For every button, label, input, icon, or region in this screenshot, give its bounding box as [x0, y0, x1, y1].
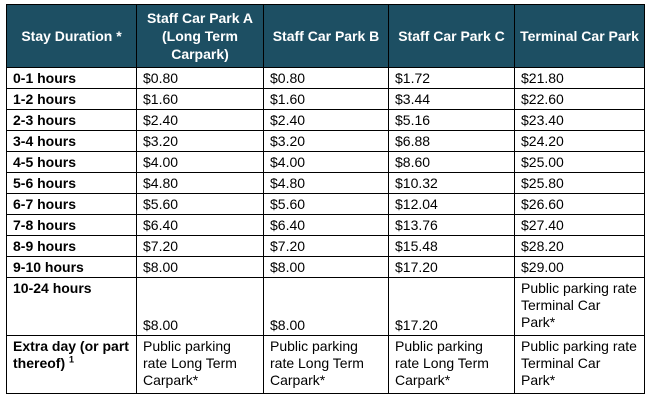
- table-row: 7-8 hours $6.40 $6.40 $13.76 $27.40: [6, 214, 645, 236]
- table-row-extra-day: Extra day (or part thereof) 1 Public par…: [6, 335, 645, 394]
- row-label: 10-24 hours: [6, 277, 137, 336]
- rate-park-c: $5.16: [388, 109, 515, 131]
- table-row: 9-10 hours $8.00 $8.00 $17.20 $29.00: [6, 256, 645, 278]
- row-label: 4-5 hours: [6, 151, 137, 173]
- rate-park-a: $6.40: [136, 214, 264, 236]
- rate-park-c: $6.88: [388, 130, 515, 152]
- rate-terminal: Public parking rate Terminal Car Park*: [514, 335, 645, 394]
- rate-park-a: $0.80: [136, 67, 264, 89]
- rate-park-a: $4.00: [136, 151, 264, 173]
- row-label: 8-9 hours: [6, 235, 137, 257]
- table-row: 5-6 hours $4.80 $4.80 $10.32 $25.80: [6, 172, 645, 194]
- table-row: 3-4 hours $3.20 $3.20 $6.88 $24.20: [6, 130, 645, 152]
- header-staff-car-park-c: Staff Car Park C: [388, 4, 515, 68]
- row-label: 2-3 hours: [6, 109, 137, 131]
- rate-park-c: $10.32: [388, 172, 515, 194]
- rate-park-c: $15.48: [388, 235, 515, 257]
- rate-park-c: $13.76: [388, 214, 515, 236]
- footnote-marker: 1: [69, 354, 75, 365]
- row-label: 9-10 hours: [6, 256, 137, 278]
- row-label: 5-6 hours: [6, 172, 137, 194]
- table-row: 8-9 hours $7.20 $7.20 $15.48 $28.20: [6, 235, 645, 257]
- table-row: 10-24 hours $8.00 $8.00 $17.20 Public pa…: [6, 277, 645, 336]
- header-staff-car-park-b: Staff Car Park B: [263, 4, 389, 68]
- table-row: 1-2 hours $1.60 $1.60 $3.44 $22.60: [6, 88, 645, 110]
- rate-park-b: $5.60: [263, 193, 389, 215]
- rate-terminal: $24.20: [514, 130, 645, 152]
- rate-park-c: $12.04: [388, 193, 515, 215]
- header-terminal-car-park: Terminal Car Park: [514, 4, 645, 68]
- rate-park-c: Public parking rate Long Term Carpark*: [388, 335, 515, 394]
- rate-park-b: Public parking rate Long Term Carpark*: [263, 335, 389, 394]
- table-row: 4-5 hours $4.00 $4.00 $8.60 $25.00: [6, 151, 645, 173]
- header-staff-car-park-a: Staff Car Park A (Long Term Carpark): [136, 4, 264, 68]
- header-stay-duration: Stay Duration *: [6, 4, 137, 68]
- rate-terminal: $22.60: [514, 88, 645, 110]
- rate-park-a: $1.60: [136, 88, 264, 110]
- row-label: 1-2 hours: [6, 88, 137, 110]
- rate-terminal: $21.80: [514, 67, 645, 89]
- extra-day-label: Extra day (or part thereof): [13, 338, 129, 371]
- rate-park-a: $5.60: [136, 193, 264, 215]
- table-row: 2-3 hours $2.40 $2.40 $5.16 $23.40: [6, 109, 645, 131]
- rate-park-b: $1.60: [263, 88, 389, 110]
- row-label: 0-1 hours: [6, 67, 137, 89]
- rate-park-c: $17.20: [388, 256, 515, 278]
- rate-park-a: $8.00: [136, 277, 264, 336]
- rate-park-b: $4.00: [263, 151, 389, 173]
- rate-terminal: $27.40: [514, 214, 645, 236]
- rate-park-b: $3.20: [263, 130, 389, 152]
- rate-park-c: $17.20: [388, 277, 515, 336]
- rate-park-c: $8.60: [388, 151, 515, 173]
- rate-terminal: $28.20: [514, 235, 645, 257]
- rate-terminal: $23.40: [514, 109, 645, 131]
- rate-park-a: $2.40: [136, 109, 264, 131]
- row-label: 3-4 hours: [6, 130, 137, 152]
- rate-park-b: $8.00: [263, 277, 389, 336]
- parking-rates-table: Stay Duration * Staff Car Park A (Long T…: [6, 4, 645, 394]
- rate-park-b: $0.80: [263, 67, 389, 89]
- rate-park-a: $8.00: [136, 256, 264, 278]
- rate-park-b: $7.20: [263, 235, 389, 257]
- row-label: 7-8 hours: [6, 214, 137, 236]
- row-label-extra-day: Extra day (or part thereof) 1: [6, 335, 137, 394]
- rate-terminal: $29.00: [514, 256, 645, 278]
- rate-park-b: $4.80: [263, 172, 389, 194]
- rate-park-c: $1.72: [388, 67, 515, 89]
- rate-park-a: Public parking rate Long Term Carpark*: [136, 335, 264, 394]
- rate-park-c: $3.44: [388, 88, 515, 110]
- rate-park-b: $2.40: [263, 109, 389, 131]
- rate-park-b: $6.40: [263, 214, 389, 236]
- rate-park-a: $4.80: [136, 172, 264, 194]
- rate-terminal: $26.60: [514, 193, 645, 215]
- rate-terminal: $25.80: [514, 172, 645, 194]
- row-label: 6-7 hours: [6, 193, 137, 215]
- table-row: 0-1 hours $0.80 $0.80 $1.72 $21.80: [6, 67, 645, 89]
- rate-park-a: $7.20: [136, 235, 264, 257]
- rate-terminal: Public parking rate Terminal Car Park*: [514, 277, 645, 336]
- table-row: 6-7 hours $5.60 $5.60 $12.04 $26.60: [6, 193, 645, 215]
- rate-park-a: $3.20: [136, 130, 264, 152]
- rate-terminal: $25.00: [514, 151, 645, 173]
- rate-park-b: $8.00: [263, 256, 389, 278]
- header-row: Stay Duration * Staff Car Park A (Long T…: [6, 4, 645, 68]
